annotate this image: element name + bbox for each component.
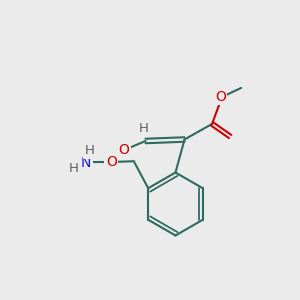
Text: O: O	[106, 155, 117, 169]
Text: H: H	[85, 144, 95, 157]
Text: O: O	[118, 143, 129, 157]
Text: H: H	[139, 122, 149, 136]
Text: N: N	[81, 156, 91, 170]
Text: H: H	[69, 162, 79, 175]
Text: O: O	[215, 90, 226, 104]
